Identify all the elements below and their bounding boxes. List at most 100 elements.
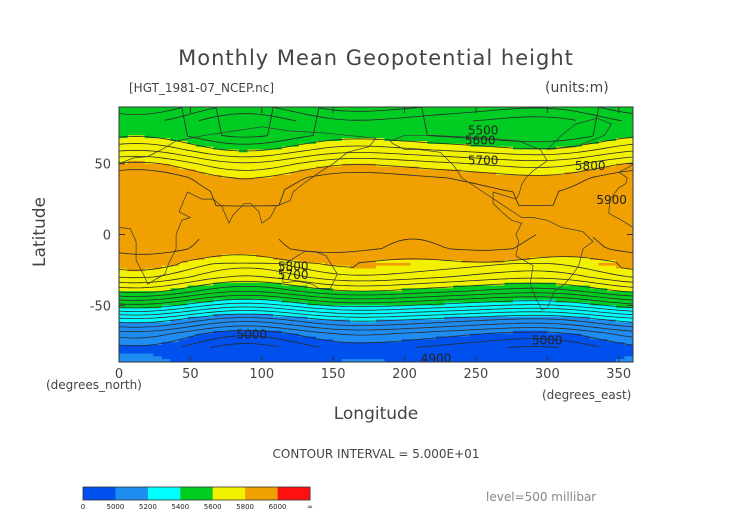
band-cell xyxy=(170,285,180,289)
band-cell xyxy=(264,129,274,134)
band-cell xyxy=(196,115,206,119)
band-cell xyxy=(555,194,566,199)
band-cell xyxy=(238,271,249,275)
band-cell xyxy=(153,124,163,128)
band-cell xyxy=(376,166,386,170)
band-cell xyxy=(298,254,309,258)
band-cell xyxy=(393,322,403,326)
band-cell xyxy=(555,129,566,134)
band-cell xyxy=(264,245,274,250)
band-cell xyxy=(418,163,428,168)
band-cell xyxy=(504,302,514,306)
band-cell xyxy=(495,186,506,190)
band-cell xyxy=(401,126,411,131)
band-cell xyxy=(187,347,197,352)
band-cell xyxy=(161,316,171,321)
band-cell xyxy=(384,160,394,165)
band-cell xyxy=(410,175,420,179)
band-cell xyxy=(144,254,154,258)
band-cell xyxy=(384,189,394,193)
band-cell xyxy=(435,234,446,238)
band-cell xyxy=(144,353,154,357)
band-cell xyxy=(324,126,334,131)
band-cell xyxy=(513,353,523,357)
band-cell xyxy=(221,177,231,182)
band-cell xyxy=(324,149,334,153)
band-cell xyxy=(196,203,206,207)
band-cell xyxy=(281,325,291,329)
band-cell xyxy=(573,149,583,153)
band-cell xyxy=(521,248,531,253)
band-cell xyxy=(153,228,163,233)
band-cell xyxy=(307,177,317,182)
band-cell xyxy=(564,243,574,247)
band-cell xyxy=(555,163,566,168)
band-cell xyxy=(384,350,394,355)
band-cell xyxy=(590,143,600,148)
band-cell xyxy=(478,240,488,244)
band-cell xyxy=(119,166,129,170)
band-cell xyxy=(367,305,377,309)
band-cell xyxy=(170,209,180,213)
band-cell xyxy=(324,135,334,139)
band-cell xyxy=(247,257,257,261)
band-cell xyxy=(384,226,394,230)
band-cell xyxy=(221,152,231,156)
band-cell xyxy=(153,328,163,332)
band-cell xyxy=(247,347,257,352)
band-cell xyxy=(273,336,283,340)
band-cell xyxy=(127,285,137,289)
band-cell xyxy=(187,353,197,357)
band-cell xyxy=(170,296,180,301)
band-cell xyxy=(495,177,506,182)
band-cell xyxy=(513,169,523,173)
band-cell xyxy=(307,129,317,134)
band-cell xyxy=(564,336,574,340)
band-cell xyxy=(427,274,437,278)
band-cell xyxy=(384,158,394,162)
band-cell xyxy=(513,336,523,340)
band-cell xyxy=(453,143,463,148)
band-cell xyxy=(119,240,129,244)
band-cell xyxy=(204,268,214,272)
band-cell xyxy=(358,313,369,318)
band-cell xyxy=(530,200,540,204)
band-cell xyxy=(144,226,154,230)
band-cell xyxy=(324,129,334,134)
band-cell xyxy=(187,115,197,119)
band-cell xyxy=(256,288,266,292)
band-cell xyxy=(230,296,240,301)
band-cell xyxy=(573,262,583,267)
band-cell xyxy=(470,299,480,304)
band-cell xyxy=(290,248,300,253)
band-cell xyxy=(178,237,189,241)
band-cell xyxy=(504,285,514,289)
band-cell xyxy=(341,138,351,142)
band-cell xyxy=(358,294,369,298)
band-cell xyxy=(461,107,471,111)
band-cell xyxy=(204,240,214,244)
band-cell xyxy=(273,143,283,148)
band-cell xyxy=(341,226,351,230)
band-cell xyxy=(590,180,600,185)
band-cell xyxy=(418,288,428,292)
band-cell xyxy=(333,333,343,338)
band-cell xyxy=(410,223,420,227)
band-cell xyxy=(178,277,189,281)
band-cell xyxy=(170,231,180,236)
band-cell xyxy=(495,169,506,173)
band-cell xyxy=(581,160,591,165)
band-cell xyxy=(427,115,437,119)
band-cell xyxy=(521,251,531,255)
band-cell xyxy=(204,126,214,131)
band-cell xyxy=(367,359,377,362)
band-cell xyxy=(538,308,548,312)
band-cell xyxy=(127,109,137,114)
band-cell xyxy=(341,228,351,233)
band-cell xyxy=(410,192,420,196)
band-cell xyxy=(196,186,206,190)
band-cell xyxy=(547,141,557,145)
band-cell xyxy=(530,257,540,261)
band-cell xyxy=(324,141,334,145)
band-cell xyxy=(213,141,223,145)
